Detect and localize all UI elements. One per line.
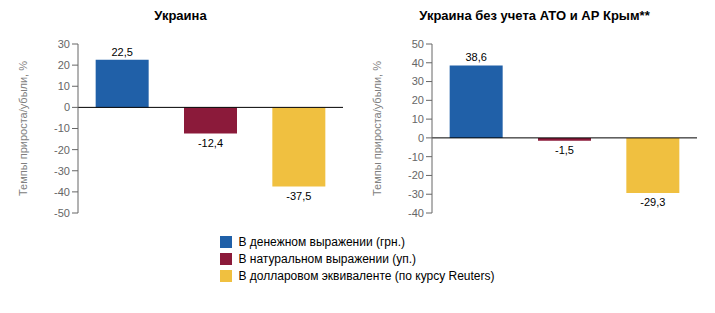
svg-text:0: 0 <box>418 132 424 144</box>
svg-text:-30: -30 <box>54 165 70 177</box>
svg-text:20: 20 <box>412 94 424 106</box>
svg-text:-50: -50 <box>54 207 70 219</box>
html-text:В денежном выражении (грн.): В денежном выражении (грн.) <box>238 235 405 249</box>
html-text:В натуральном выражении (уп.): В натуральном выражении (уп.) <box>238 252 417 266</box>
svg-text:Темпы прироста/убыли, %: Темпы прироста/убыли, % <box>371 61 383 196</box>
svg-text:-37,5: -37,5 <box>286 190 311 202</box>
html-text:В долларовом эквиваленте (по к: В долларовом эквиваленте (по курсу Reute… <box>238 269 495 283</box>
svg-text:0: 0 <box>64 101 70 113</box>
svg-text:20: 20 <box>58 59 70 71</box>
svg-text:Темпы прироста/убыли, %: Темпы прироста/убыли, % <box>17 61 29 196</box>
svg-text:-20: -20 <box>408 169 424 181</box>
svg-text:-10: -10 <box>408 151 424 163</box>
svg-text:10: 10 <box>412 113 424 125</box>
html-text:Украина: Украина <box>154 8 207 23</box>
svg-text:-30: -30 <box>408 188 424 200</box>
svg-text:10: 10 <box>58 80 70 92</box>
svg-text:-40: -40 <box>408 207 424 219</box>
svg-text:22,5: 22,5 <box>111 46 132 58</box>
svg-text:50: 50 <box>412 38 424 50</box>
svg-text:-10: -10 <box>54 122 70 134</box>
svg-text:-40: -40 <box>54 186 70 198</box>
html-text:Украина без учета АТО и АР Кры: Украина без учета АТО и АР Крым** <box>419 8 650 23</box>
svg-text:30: 30 <box>412 75 424 87</box>
svg-text:-29,3: -29,3 <box>640 196 665 208</box>
svg-text:30: 30 <box>58 38 70 50</box>
svg-text:-20: -20 <box>54 144 70 156</box>
svg-text:-1,5: -1,5 <box>555 144 574 156</box>
svg-text:38,6: 38,6 <box>465 51 486 63</box>
svg-text:40: 40 <box>412 57 424 69</box>
svg-text:-12,4: -12,4 <box>198 137 223 149</box>
